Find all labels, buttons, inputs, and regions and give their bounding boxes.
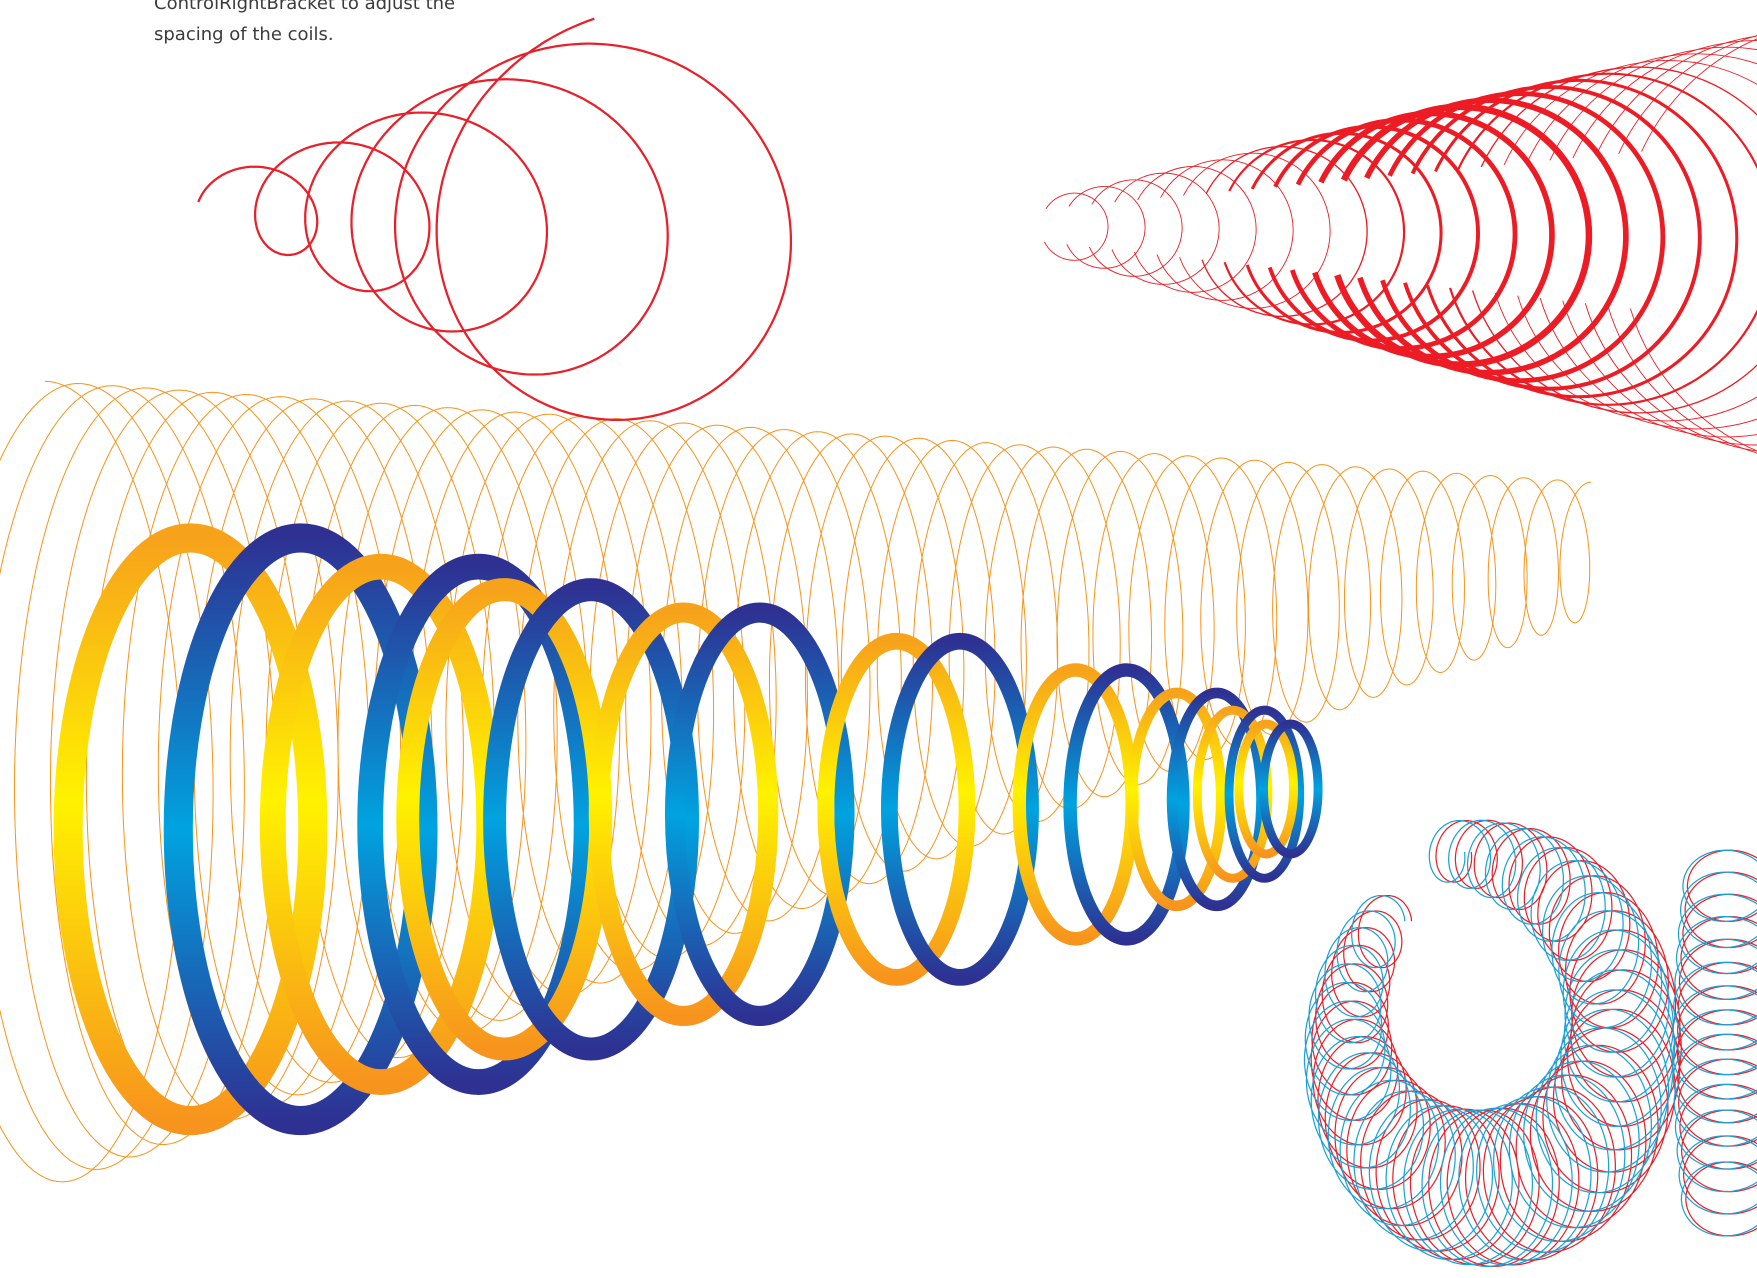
red-coil — [1179, 152, 1331, 309]
red-coil — [1111, 172, 1220, 285]
red-coil — [1517, 53, 1757, 430]
red-coil — [1471, 66, 1757, 414]
red-coil — [1584, 35, 1757, 452]
red-coil — [1426, 78, 1739, 399]
ribbon-gold — [1234, 719, 1298, 859]
red-coil — [1043, 192, 1109, 261]
red-coil — [1607, 35, 1757, 454]
ribbon-gold — [817, 632, 976, 986]
red-coil — [1156, 159, 1294, 301]
red-coil — [1290, 117, 1518, 351]
red-coil — [1089, 179, 1183, 277]
red-coil — [1201, 145, 1368, 318]
red-coil — [1562, 40, 1757, 446]
ribbon-blue — [880, 632, 1039, 986]
ribbon-blue — [483, 578, 700, 1061]
ribbon-blue — [163, 523, 438, 1136]
caption-line: spacing of the coils. — [154, 24, 334, 45]
orange-helix — [0, 380, 1592, 1183]
ribbon-blue — [357, 553, 600, 1095]
loop-coil — [1672, 849, 1757, 1237]
red-coil — [1380, 91, 1666, 384]
red-coil — [1066, 185, 1146, 269]
red-spiral — [197, 17, 792, 421]
red-coil — [1494, 60, 1757, 422]
ribbon-gold — [588, 602, 779, 1027]
loop-coil — [1303, 819, 1676, 1268]
ribbon-gold — [1126, 687, 1227, 912]
loop-coil — [1310, 819, 1682, 1268]
caption-line: ControlRightBracket to adjust the — [154, 0, 456, 14]
ribbon-blue — [664, 602, 855, 1027]
red-coil — [1245, 131, 1443, 334]
red-coil — [1134, 166, 1257, 293]
ribbon-blue — [1258, 719, 1323, 859]
ribbon-blue — [1063, 663, 1190, 946]
drawing — [0, 17, 1757, 1268]
ribbon-blue — [1224, 705, 1305, 883]
red-coil — [1267, 124, 1480, 343]
red-coil — [1539, 46, 1757, 438]
red-coil — [1223, 138, 1406, 326]
red-coil — [1449, 72, 1757, 406]
loop-coil — [1676, 849, 1757, 1237]
red-coil — [1403, 85, 1702, 391]
caption: ControlRightBracket to adjust the spacin… — [154, 0, 455, 50]
red-coil — [1334, 103, 1593, 368]
red-coil — [1312, 110, 1555, 360]
red-coil — [1357, 97, 1629, 376]
ribbon-gold — [53, 523, 328, 1136]
